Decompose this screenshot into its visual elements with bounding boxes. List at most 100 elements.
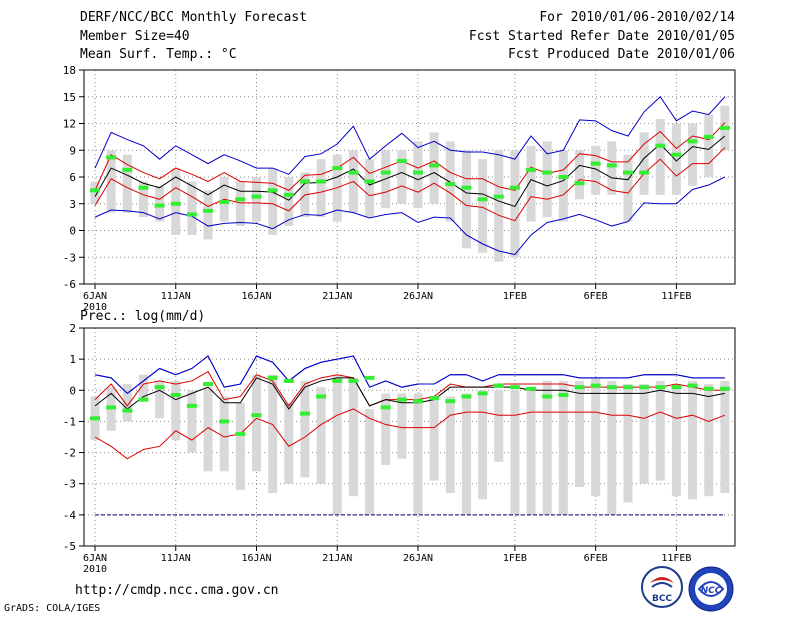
- ncc-logo: NCC: [688, 566, 734, 612]
- observed-marker: [574, 385, 585, 390]
- observed-marker: [299, 179, 310, 184]
- member-range-bar: [558, 150, 568, 222]
- y-tick-label: -6: [63, 278, 76, 291]
- y-tick-label: 0: [69, 225, 76, 238]
- header-title: DERF/NCC/BCC Monthly Forecast: [80, 10, 307, 25]
- member-range-bar: [397, 393, 407, 459]
- observed-marker: [251, 194, 262, 199]
- member-range-bar: [187, 390, 197, 453]
- observed-marker: [316, 179, 327, 184]
- ncc-logo-text: NCC: [701, 586, 722, 596]
- observed-marker: [122, 408, 133, 413]
- observed-marker: [429, 396, 440, 401]
- observed-marker: [332, 378, 343, 383]
- member-range-bar: [526, 387, 536, 515]
- observed-marker: [364, 179, 375, 184]
- member-range-bar: [704, 384, 714, 497]
- series-line-lower: [94, 147, 726, 222]
- y-tick-label: 18: [63, 64, 76, 77]
- observed-marker: [687, 383, 698, 388]
- x-tick-label: 21JAN: [322, 553, 352, 564]
- member-range-bar: [655, 119, 665, 195]
- y-tick-label: -2: [63, 447, 76, 460]
- header-produced-date: Fcst Produced Date 2010/01/06: [508, 47, 735, 62]
- observed-marker: [332, 166, 343, 171]
- member-range-bar: [235, 181, 245, 227]
- member-range-bar: [187, 181, 197, 235]
- series-line-max: [94, 95, 726, 175]
- member-range-bar: [607, 141, 617, 195]
- x-tick-label: 6FEB: [584, 553, 608, 564]
- y-tick-label: 3: [69, 198, 76, 211]
- observed-marker: [267, 188, 278, 193]
- plot-frame: [83, 327, 736, 547]
- observed-marker: [251, 413, 262, 418]
- observed-marker: [574, 181, 585, 186]
- observed-marker: [170, 201, 181, 206]
- observed-marker: [461, 394, 472, 399]
- member-range-bar: [332, 374, 342, 515]
- x-tick-sublabel: 2010: [83, 564, 107, 575]
- y-tick-label: 15: [63, 91, 76, 104]
- x-tick-label: 11JAN: [161, 291, 191, 302]
- observed-marker: [219, 199, 230, 204]
- member-range-bar: [122, 384, 132, 422]
- member-range-bar: [655, 380, 665, 481]
- member-range-bar: [461, 150, 471, 249]
- member-range-bar: [671, 384, 681, 497]
- observed-marker: [90, 416, 100, 421]
- x-tick-label: 11FEB: [661, 553, 691, 564]
- observed-marker: [719, 125, 730, 130]
- x-tick-sublabel: 2010: [83, 302, 107, 313]
- member-range-bar: [623, 384, 633, 503]
- member-range-bar: [575, 150, 584, 200]
- observed-marker: [719, 386, 730, 391]
- y-tick-label: 6: [69, 171, 76, 184]
- series-line-mean: [94, 135, 726, 208]
- member-range-bar: [688, 123, 698, 186]
- observed-marker: [655, 143, 666, 148]
- member-range-bar: [122, 154, 132, 213]
- observed-marker: [509, 385, 520, 390]
- x-tick-label: 1FEB: [503, 553, 527, 564]
- member-range-bar: [252, 374, 261, 472]
- observed-marker: [380, 170, 391, 175]
- observed-marker: [267, 375, 278, 380]
- observed-marker: [90, 188, 100, 193]
- member-range-bar: [203, 190, 213, 240]
- header-variable: Mean Surf. Temp.: °C: [80, 47, 237, 62]
- observed-marker: [203, 382, 214, 387]
- x-tick-label: 6FEB: [584, 291, 608, 302]
- member-range-bar: [704, 114, 714, 177]
- observed-marker: [283, 378, 294, 383]
- y-tick-label: -3: [63, 478, 76, 491]
- y-tick-label: -1: [63, 415, 76, 428]
- observed-marker: [429, 163, 440, 168]
- x-tick-label: 6JAN: [83, 291, 107, 302]
- observed-marker: [526, 386, 537, 391]
- observed-marker: [526, 167, 537, 172]
- member-range-bar: [203, 387, 213, 472]
- observed-marker: [445, 182, 456, 187]
- y-tick-label: 12: [63, 118, 76, 131]
- member-range-bar: [284, 177, 294, 227]
- member-range-bar: [90, 181, 100, 204]
- observed-marker: [203, 208, 214, 213]
- observed-marker: [154, 385, 165, 390]
- member-range-bar: [607, 380, 617, 515]
- observed-marker: [622, 170, 633, 175]
- observed-marker: [590, 161, 601, 166]
- observed-marker: [445, 399, 456, 404]
- member-range-bar: [542, 141, 552, 218]
- member-range-bar: [558, 380, 568, 515]
- observed-marker: [138, 397, 149, 402]
- observed-marker: [590, 383, 601, 388]
- observed-marker: [186, 212, 197, 217]
- observed-marker: [413, 170, 423, 175]
- observed-marker: [154, 203, 165, 208]
- observed-marker: [235, 197, 246, 202]
- footer-url[interactable]: http://cmdp.ncc.cma.gov.cn: [75, 583, 279, 598]
